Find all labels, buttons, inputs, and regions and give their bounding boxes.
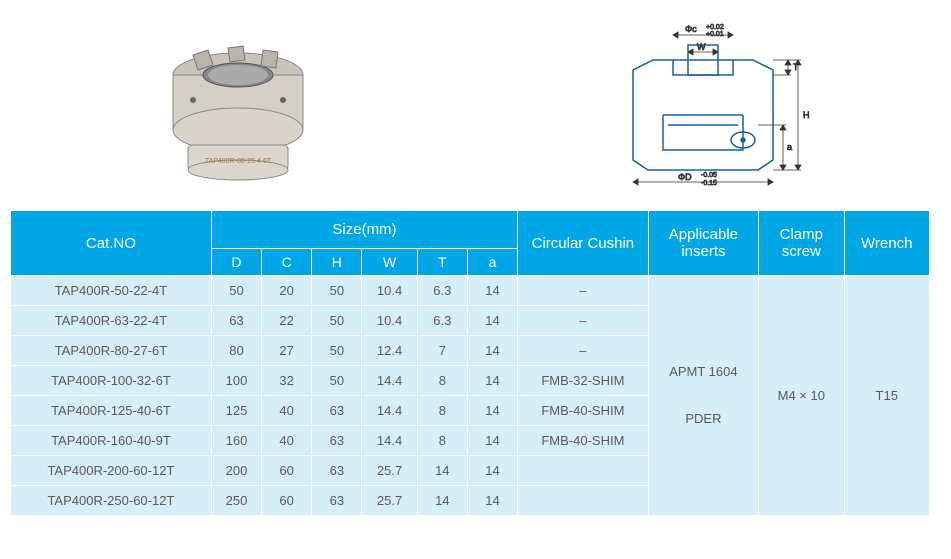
cell-h: 50 bbox=[312, 366, 362, 396]
cell-applicable-inserts: APMT 1604PDER bbox=[648, 276, 758, 516]
cell-h: 63 bbox=[312, 486, 362, 516]
cat-cell: TAP400R-50-22-4T bbox=[11, 276, 212, 306]
cell-t: 6.3 bbox=[417, 306, 467, 336]
cell-w: 14.4 bbox=[362, 396, 417, 426]
cell-a: 14 bbox=[467, 426, 517, 456]
cat-cell: TAP400R-80-27-6T bbox=[11, 336, 212, 366]
cell-h: 50 bbox=[312, 276, 362, 306]
cell-c: 22 bbox=[262, 306, 312, 336]
cell-a: 14 bbox=[467, 306, 517, 336]
diagram-w-label: W bbox=[697, 42, 706, 52]
cat-cell: TAP400R-200-60-12T bbox=[11, 456, 212, 486]
cat-cell: TAP400R-63-22-4T bbox=[11, 306, 212, 336]
diagram-h-label: H bbox=[803, 110, 810, 120]
header-wrench: Wrench bbox=[844, 211, 930, 276]
cell-c: 40 bbox=[262, 396, 312, 426]
cell-d: 100 bbox=[211, 366, 261, 396]
cell-c: 60 bbox=[262, 456, 312, 486]
header-cushin: Circular Cushin bbox=[518, 211, 649, 276]
cell-d: 125 bbox=[211, 396, 261, 426]
cell-t: 14 bbox=[417, 486, 467, 516]
cell-t: 7 bbox=[417, 336, 467, 366]
cell-cushin: – bbox=[518, 276, 649, 306]
cat-cell: TAP400R-250-60-12T bbox=[11, 486, 212, 516]
cat-cell: TAP400R-125-40-6T bbox=[11, 396, 212, 426]
cell-d: 80 bbox=[211, 336, 261, 366]
cell-c: 32 bbox=[262, 366, 312, 396]
cell-d: 250 bbox=[211, 486, 261, 516]
cat-cell: TAP400R-100-32-6T bbox=[11, 366, 212, 396]
cell-h: 50 bbox=[312, 306, 362, 336]
cell-h: 63 bbox=[312, 396, 362, 426]
cell-w: 10.4 bbox=[362, 276, 417, 306]
cell-h: 50 bbox=[312, 336, 362, 366]
cell-t: 6.3 bbox=[417, 276, 467, 306]
cell-d: 50 bbox=[211, 276, 261, 306]
header-w: W bbox=[362, 249, 417, 276]
cell-t: 8 bbox=[417, 366, 467, 396]
cell-c: 40 bbox=[262, 426, 312, 456]
cell-w: 14.4 bbox=[362, 426, 417, 456]
cell-wrench: T15 bbox=[844, 276, 930, 516]
cell-w: 10.4 bbox=[362, 306, 417, 336]
table-body: TAP400R-50-22-4T50205010.46.314–APMT 160… bbox=[11, 276, 930, 516]
header-clamp: Clamp screw bbox=[759, 211, 844, 276]
cell-cushin: – bbox=[518, 306, 649, 336]
cell-h: 63 bbox=[312, 456, 362, 486]
svg-text:+0.02: +0.02 bbox=[706, 24, 724, 31]
header-a: a bbox=[467, 249, 517, 276]
cell-c: 60 bbox=[262, 486, 312, 516]
cell-cushin bbox=[518, 456, 649, 486]
cell-a: 14 bbox=[467, 276, 517, 306]
table-row: TAP400R-50-22-4T50205010.46.314–APMT 160… bbox=[11, 276, 930, 306]
header-inserts: Applicable inserts bbox=[648, 211, 758, 276]
cell-d: 200 bbox=[211, 456, 261, 486]
cell-cushin bbox=[518, 486, 649, 516]
cell-a: 14 bbox=[467, 396, 517, 426]
cell-t: 8 bbox=[417, 426, 467, 456]
header-d: D bbox=[211, 249, 261, 276]
technical-diagram: Φc +0.02 +0.01 W T H a bbox=[593, 20, 813, 190]
svg-text:-0.05: -0.05 bbox=[701, 172, 717, 179]
cell-cushin: FMB-32-SHIM bbox=[518, 366, 649, 396]
product-photo: TAP400R-80-25.4-6T bbox=[138, 20, 338, 190]
cell-a: 14 bbox=[467, 456, 517, 486]
cell-w: 14.4 bbox=[362, 366, 417, 396]
header-h: H bbox=[312, 249, 362, 276]
diagram-a-label: a bbox=[787, 142, 792, 152]
cell-a: 14 bbox=[467, 366, 517, 396]
cell-w: 12.4 bbox=[362, 336, 417, 366]
header-t: T bbox=[417, 249, 467, 276]
svg-text:+0.01: +0.01 bbox=[706, 31, 724, 38]
cat-cell: TAP400R-160-40-9T bbox=[11, 426, 212, 456]
cell-c: 27 bbox=[262, 336, 312, 366]
header-cat-no: Cat.NO bbox=[11, 211, 212, 276]
cell-d: 160 bbox=[211, 426, 261, 456]
cell-d: 63 bbox=[211, 306, 261, 336]
spec-table: Cat.NO Size(mm) Circular Cushin Applicab… bbox=[10, 210, 930, 516]
cell-w: 25.7 bbox=[362, 456, 417, 486]
cell-t: 14 bbox=[417, 456, 467, 486]
diagram-tolerance-bottom: ΦD bbox=[678, 172, 692, 182]
cell-a: 14 bbox=[467, 336, 517, 366]
cell-cushin: – bbox=[518, 336, 649, 366]
cell-a: 14 bbox=[467, 486, 517, 516]
cell-t: 8 bbox=[417, 396, 467, 426]
svg-text:-0.15: -0.15 bbox=[701, 180, 717, 187]
product-photo-label: TAP400R-80-25.4-6T bbox=[205, 158, 272, 165]
header-c: C bbox=[262, 249, 312, 276]
cell-h: 63 bbox=[312, 426, 362, 456]
cell-cushin: FMB-40-SHIM bbox=[518, 396, 649, 426]
diagram-tolerance-top: Φc bbox=[685, 24, 697, 34]
cell-clamp-screw: M4 × 10 bbox=[759, 276, 844, 516]
cell-w: 25.7 bbox=[362, 486, 417, 516]
header-size: Size(mm) bbox=[211, 211, 517, 249]
cell-cushin: FMB-40-SHIM bbox=[518, 426, 649, 456]
cell-c: 20 bbox=[262, 276, 312, 306]
image-row: TAP400R-80-25.4-6T Φc +0.02 +0.01 bbox=[10, 10, 941, 200]
